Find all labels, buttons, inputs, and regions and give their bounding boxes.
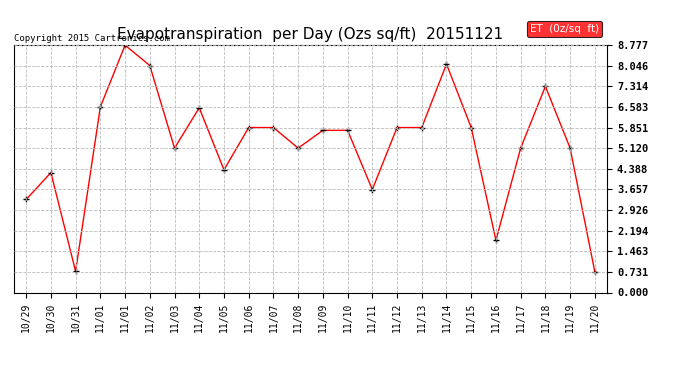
Legend: ET  (0z/sq  ft): ET (0z/sq ft) xyxy=(526,21,602,37)
Title: Evapotranspiration  per Day (Ozs sq/ft)  20151121: Evapotranspiration per Day (Ozs sq/ft) 2… xyxy=(117,27,504,42)
Text: Copyright 2015 Cartronics.com: Copyright 2015 Cartronics.com xyxy=(14,33,170,42)
